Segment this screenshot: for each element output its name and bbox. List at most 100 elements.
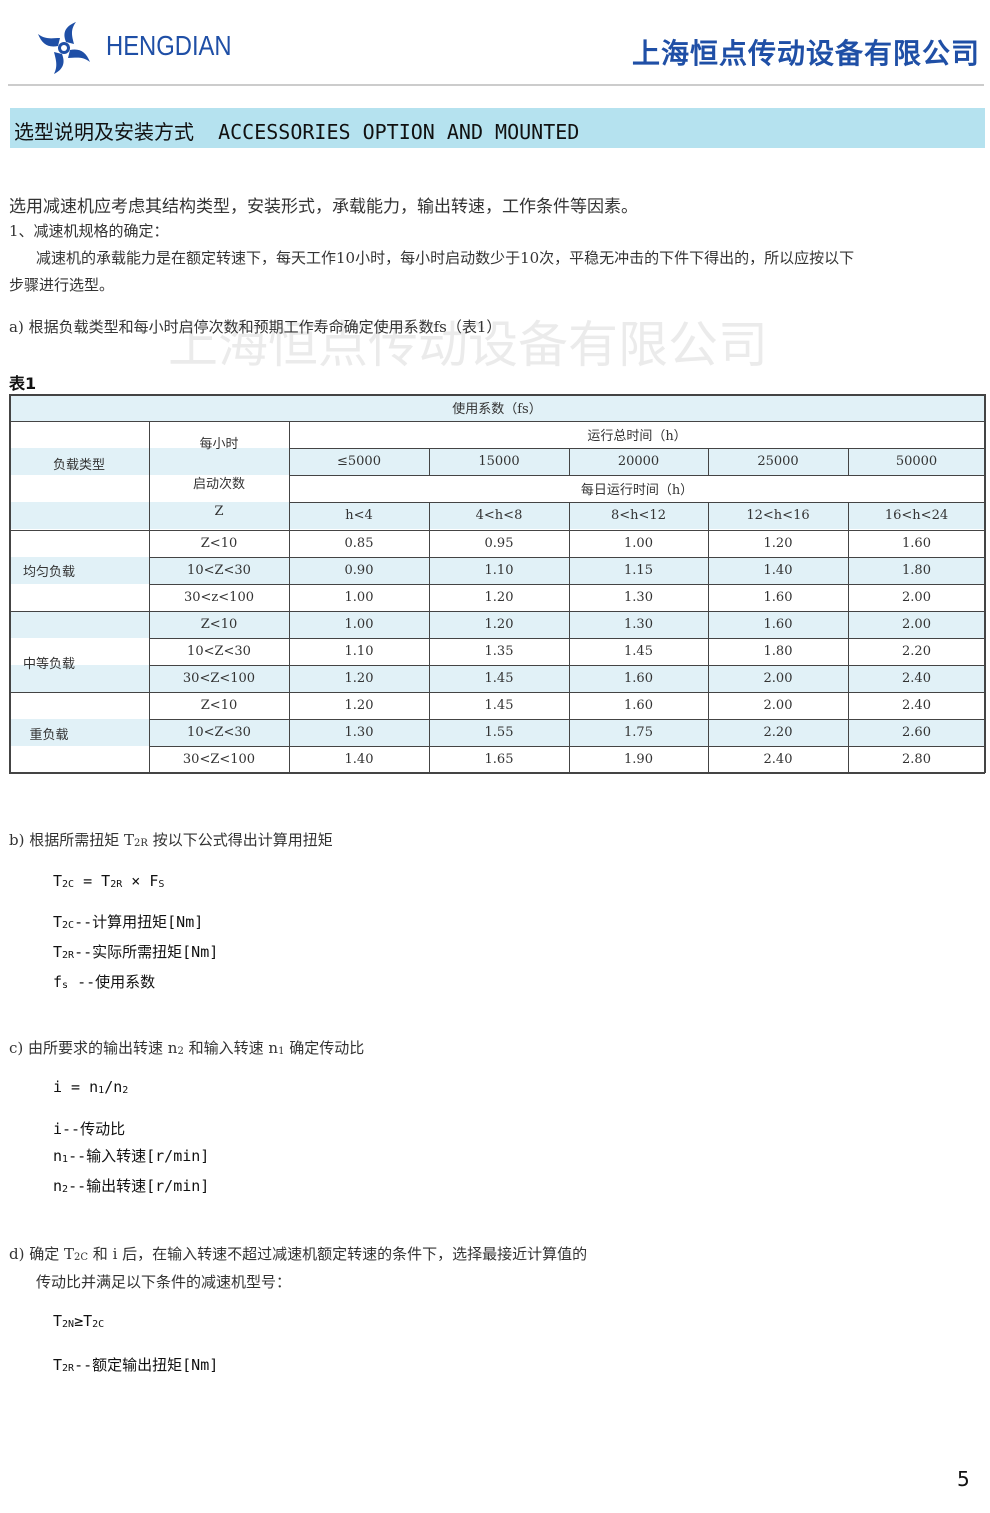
- table-gridline: [149, 719, 985, 721]
- formula-text: T2R: [124, 831, 148, 849]
- formula-text: n2: [53, 1177, 69, 1195]
- formula-text: --额定输出扭矩[Nm]: [74, 1356, 219, 1374]
- service-factor-cell: 2.20: [848, 637, 985, 665]
- service-factor-cell: 1.10: [429, 556, 569, 584]
- table-gridline: [429, 502, 430, 774]
- section-title: 选型说明及安装方式 ACCESSORIES OPTION AND MOUNTED: [14, 120, 580, 144]
- formula-text: /: [104, 1078, 114, 1096]
- service-factor-cell: 1.20: [708, 529, 848, 557]
- starts-cell: 10<Z<30: [149, 719, 289, 747]
- formula-text: T2R: [53, 1356, 75, 1374]
- step-d-heading: d) 确定 T2C 和 i 后，在输入转速不超过减速机额定转速的条件下，选择最接…: [9, 1243, 587, 1264]
- subscript: 1: [278, 1046, 285, 1057]
- table-gridline: [149, 583, 985, 585]
- subscript: s: [62, 980, 69, 991]
- table-gridline: [149, 556, 985, 558]
- service-factor-cell: 1.30: [569, 610, 708, 638]
- load-type-header: 负载类型: [52, 458, 105, 474]
- intro-line: 选用减速机应考虑其结构类型，安装形式，承载能力，输出转速，工作条件等因素。: [9, 197, 638, 217]
- total-hours-header: 50000: [848, 448, 985, 476]
- step-d-definitions: T2R--额定输出扭矩[Nm]: [53, 1352, 218, 1382]
- subscript: 2: [177, 1046, 184, 1057]
- load-type-band: [9, 719, 149, 747]
- service-factor-cell: 1.20: [289, 692, 429, 720]
- formula-text: 按以下公式得出计算用扭矩: [147, 831, 333, 849]
- starts-cell: Z<10: [149, 610, 289, 638]
- formula-text: 和 i 后，在输入转速不超过减速机额定转速的条件下，选择最接近计算值的: [88, 1245, 588, 1263]
- service-factor-cell: 1.90: [569, 746, 708, 774]
- step-d-heading-cont: 传动比并满足以下条件的减速机型号：: [36, 1273, 292, 1291]
- formula-text: b) 根据所需扭矩: [9, 831, 124, 849]
- table-gridline: [289, 475, 985, 477]
- formula-text: c) 由所要求的输出转速: [9, 1039, 168, 1057]
- step-a: a) 根据负载类型和每小时启停次数和预期工作寿命确定使用系数fs（表1）: [9, 318, 502, 336]
- subscript: S: [158, 879, 165, 890]
- formula-text: --输入转速[r/min]: [68, 1147, 210, 1165]
- table-gridline: [708, 448, 709, 476]
- total-hours-label: 运行总时间（h）: [587, 429, 687, 445]
- watermark: 上海恒点传动设备有限公司: [168, 316, 768, 374]
- service-factor-cell: 1.15: [569, 556, 708, 584]
- load-type-band: [9, 665, 149, 693]
- daily-hours-header: h<4: [289, 502, 429, 530]
- total-hours-header: ≤5000: [289, 448, 429, 476]
- table-gridline: [9, 394, 985, 396]
- service-factor-cell: 1.30: [289, 719, 429, 747]
- subscript: 2C: [92, 1319, 105, 1330]
- service-factor-cell: 1.00: [289, 583, 429, 611]
- step-b-heading: b) 根据所需扭矩 T2R 按以下公式得出计算用扭矩: [9, 829, 333, 850]
- formula-text: 和输入转速: [183, 1039, 269, 1057]
- table-title: 使用系数（fs）: [9, 394, 985, 422]
- table-gridline: [848, 502, 849, 774]
- service-factor-cell: 2.20: [708, 719, 848, 747]
- table-gridline: [149, 421, 150, 774]
- service-factor-cell: 0.90: [289, 556, 429, 584]
- formula-text: T2C: [83, 1312, 105, 1330]
- service-factor-cell: 1.35: [429, 637, 569, 665]
- formula-text: --输出转速[r/min]: [68, 1177, 210, 1195]
- formula-text: --计算用扭矩[Nm]: [74, 913, 204, 931]
- service-factor-cell: 2.80: [848, 746, 985, 774]
- daily-hours-header: 8<h<12: [569, 502, 708, 530]
- service-factor-cell: 1.60: [708, 610, 848, 638]
- service-factor-cell: 1.60: [708, 583, 848, 611]
- table-gridline: [149, 746, 985, 748]
- starts-cell: 30<Z<100: [149, 665, 289, 693]
- service-factor-cell: 1.00: [569, 529, 708, 557]
- formula-text: --使用系数: [68, 973, 156, 991]
- formula-text: n1: [268, 1039, 285, 1057]
- starts-cell: 30<z<100: [149, 583, 289, 611]
- table-gridline: [9, 610, 149, 612]
- formula-text: T2C: [64, 1245, 89, 1263]
- service-factor-cell: 2.00: [848, 610, 985, 638]
- table-gridline: [149, 665, 985, 666]
- pinwheel-logo-icon: [38, 22, 90, 74]
- table-gridline: [289, 448, 985, 450]
- subscript: 2C: [62, 879, 75, 890]
- table-gridline: [149, 610, 985, 612]
- company-name: 上海恒点传动设备有限公司: [631, 37, 980, 70]
- daily-hours-label: 每日运行时间（h）: [580, 483, 694, 499]
- formula-text: fs: [53, 973, 69, 991]
- header-divider: [8, 84, 984, 86]
- starts-cell: 10<Z<30: [149, 556, 289, 584]
- service-factor-cell: 2.40: [848, 665, 985, 693]
- table-gridline: [9, 529, 149, 531]
- intro-paragraph-cont: 步骤进行选型。: [9, 276, 115, 294]
- service-factor-cell: 1.45: [569, 637, 708, 665]
- service-factor-cell: 1.80: [848, 556, 985, 584]
- table-gridline: [708, 502, 709, 774]
- load-type-band: [9, 529, 149, 557]
- formula-text: 确定传动比: [284, 1039, 365, 1057]
- service-factor-cell: 2.60: [848, 719, 985, 747]
- definition-line: n2--输出转速[r/min]: [53, 1173, 209, 1203]
- load-type-band: [9, 692, 149, 720]
- starts-header-line: Z: [214, 504, 224, 520]
- subscript: 1: [62, 1154, 69, 1165]
- service-factor-cell: 1.55: [429, 719, 569, 747]
- service-factor-cell: 1.30: [569, 583, 708, 611]
- service-factor-cell: 2.00: [708, 665, 848, 693]
- section-banner: 选型说明及安装方式 ACCESSORIES OPTION AND MOUNTED: [10, 108, 985, 148]
- table-gridline: [9, 394, 11, 774]
